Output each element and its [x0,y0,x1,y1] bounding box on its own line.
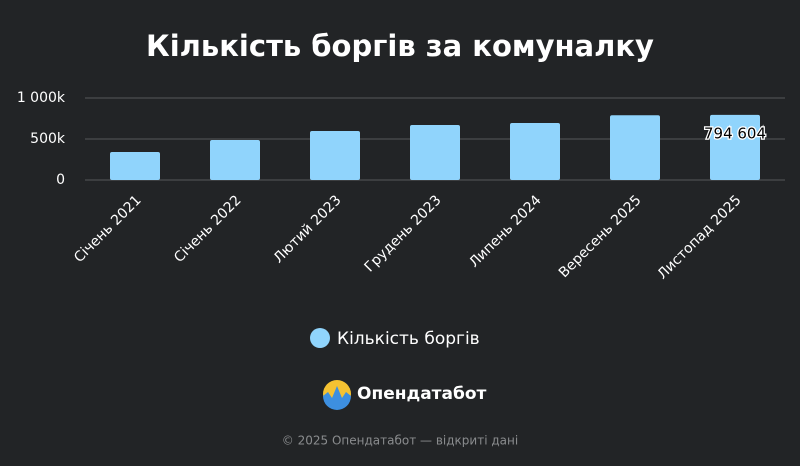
bar [410,124,460,180]
legend-marker [310,328,330,348]
bar [710,114,760,180]
logo-icon-wave [323,386,351,410]
data-label: 794 604 [704,124,766,142]
bar [610,115,660,180]
bar [210,139,260,180]
bar [310,130,360,180]
legend-label: Кількість боргів [337,329,480,349]
logo: Опендатабот [323,380,487,410]
footer: © 2025 Опендатабот — відкриті дані [282,434,518,448]
bar [110,152,160,180]
y-tick-label: 1 000k [17,90,66,106]
bar [510,123,560,180]
y-tick-label: 500k [30,131,66,147]
chart-title: Кількість боргів за комуналку [146,29,654,63]
logo-text: Опендатабот [357,384,487,404]
y-tick-label: 0 [56,172,65,188]
